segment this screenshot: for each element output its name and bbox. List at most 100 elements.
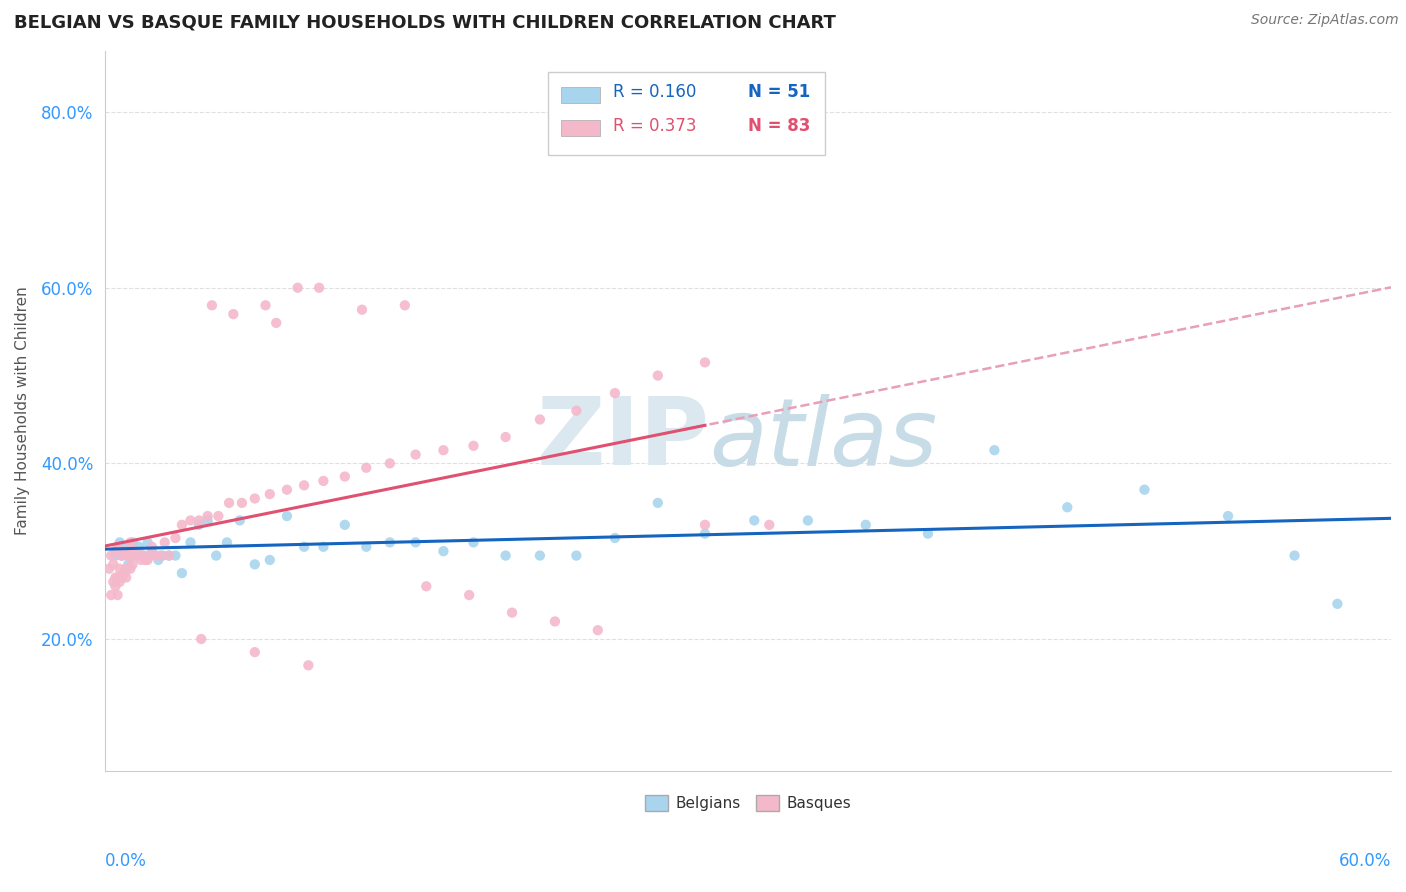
Point xyxy=(121,558,143,572)
Point xyxy=(188,517,211,532)
Point xyxy=(350,302,373,317)
Point xyxy=(544,615,567,629)
Point xyxy=(565,549,588,563)
Point xyxy=(117,558,139,572)
Point xyxy=(107,540,129,554)
Point xyxy=(111,549,134,563)
Point xyxy=(1056,500,1078,515)
Point xyxy=(917,526,939,541)
Point xyxy=(312,474,335,488)
Point xyxy=(104,544,127,558)
Text: 60.0%: 60.0% xyxy=(1339,852,1391,870)
Point xyxy=(148,553,170,567)
Bar xyxy=(561,120,600,136)
Point xyxy=(132,549,155,563)
Point xyxy=(405,448,427,462)
Point xyxy=(117,549,139,563)
Point xyxy=(141,540,163,554)
Point xyxy=(115,544,138,558)
Point xyxy=(207,509,229,524)
Bar xyxy=(561,87,600,103)
Point xyxy=(108,535,131,549)
Point xyxy=(1133,483,1156,497)
Point xyxy=(229,513,252,527)
Point xyxy=(415,579,437,593)
Point xyxy=(152,549,174,563)
Text: N = 51: N = 51 xyxy=(748,84,810,102)
Point xyxy=(111,570,134,584)
Point xyxy=(112,566,135,581)
Point xyxy=(586,623,609,637)
Point xyxy=(129,553,152,567)
Point xyxy=(201,298,224,312)
Point xyxy=(190,632,212,646)
Point xyxy=(205,549,228,563)
Point xyxy=(108,562,131,576)
Point xyxy=(197,509,219,524)
Point xyxy=(165,549,187,563)
Point xyxy=(124,549,146,563)
Point xyxy=(693,517,716,532)
Point xyxy=(603,386,626,401)
Point xyxy=(243,491,266,506)
Point xyxy=(495,549,517,563)
Text: BELGIAN VS BASQUE FAMILY HOUSEHOLDS WITH CHILDREN CORRELATION CHART: BELGIAN VS BASQUE FAMILY HOUSEHOLDS WITH… xyxy=(14,13,837,31)
Legend: Belgians, Basques: Belgians, Basques xyxy=(638,789,858,817)
Text: 0.0%: 0.0% xyxy=(104,852,146,870)
Point xyxy=(141,544,163,558)
Point xyxy=(104,579,127,593)
Point xyxy=(356,540,378,554)
Point xyxy=(112,544,135,558)
Point xyxy=(170,566,193,581)
Point xyxy=(495,430,517,444)
Point xyxy=(115,570,138,584)
Point xyxy=(153,535,176,549)
Text: Source: ZipAtlas.com: Source: ZipAtlas.com xyxy=(1251,13,1399,28)
Point xyxy=(855,517,877,532)
Point xyxy=(529,412,551,426)
Text: R = 0.160: R = 0.160 xyxy=(613,84,696,102)
Point xyxy=(647,496,669,510)
Point xyxy=(231,496,253,510)
Point xyxy=(405,535,427,549)
Point xyxy=(104,549,127,563)
Point xyxy=(149,549,172,563)
Point xyxy=(103,574,125,589)
Point xyxy=(104,570,127,584)
Point xyxy=(243,645,266,659)
Point xyxy=(254,298,277,312)
Point xyxy=(308,281,330,295)
Point xyxy=(120,562,142,576)
FancyBboxPatch shape xyxy=(548,72,825,155)
Point xyxy=(529,549,551,563)
Point xyxy=(356,460,378,475)
Point xyxy=(112,540,135,554)
Point xyxy=(243,558,266,572)
Point xyxy=(693,526,716,541)
Point xyxy=(222,307,245,321)
Point xyxy=(121,549,143,563)
Point xyxy=(1284,549,1306,563)
Point xyxy=(264,316,287,330)
Point xyxy=(188,513,211,527)
Point xyxy=(983,443,1005,458)
Point xyxy=(107,570,129,584)
Point xyxy=(463,439,485,453)
Point xyxy=(297,658,319,673)
Point xyxy=(125,549,148,563)
Point xyxy=(100,549,122,563)
Point xyxy=(120,535,142,549)
Point xyxy=(742,513,765,527)
Point xyxy=(218,496,240,510)
Point xyxy=(565,403,588,417)
Point xyxy=(197,513,219,527)
Point xyxy=(432,544,454,558)
Point xyxy=(134,553,156,567)
Point xyxy=(117,549,139,563)
Text: N = 83: N = 83 xyxy=(748,117,810,135)
Point xyxy=(139,549,162,563)
Point xyxy=(111,549,134,563)
Point xyxy=(693,355,716,369)
Point xyxy=(758,517,780,532)
Point xyxy=(108,574,131,589)
